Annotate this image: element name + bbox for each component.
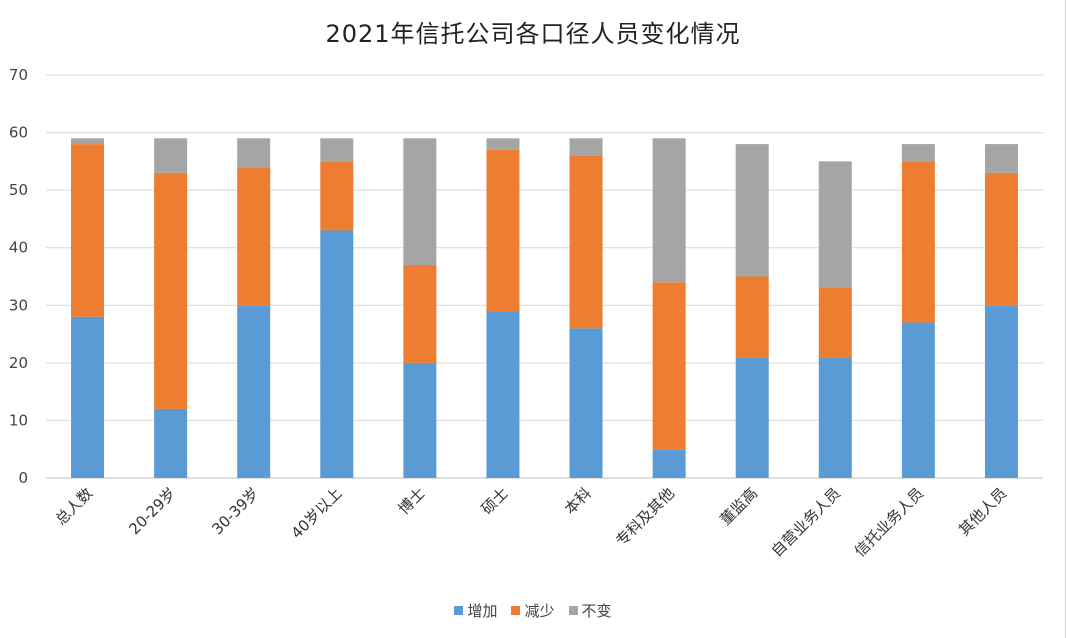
bar-segment (652, 449, 686, 478)
bar-stack (320, 138, 354, 478)
legend-swatch (454, 606, 464, 615)
bar-segment (735, 357, 769, 478)
legend: 增加 减少 不变 (0, 600, 1066, 621)
bar-segment (984, 172, 1018, 306)
x-category-label: 董监高 (716, 484, 761, 529)
chart-title: 2021年信托公司各口径人员变化情况 (325, 20, 741, 48)
x-axis-labels: 总人数 20-29岁 30-39岁 40岁以上 博士 硕士 本科 专科及其他 董监高 自营业务人员… (52, 484, 1010, 560)
bar-segment (71, 138, 105, 145)
bar-stack (735, 144, 769, 478)
y-tick-label: 20 (9, 354, 28, 372)
bar-segment (818, 161, 852, 289)
x-category-label: 30-39岁 (208, 484, 262, 538)
y-tick-label: 10 (9, 411, 28, 429)
bar-segment (901, 322, 935, 478)
bar-segment (818, 357, 852, 478)
bars (71, 138, 1018, 478)
x-category-label: 硕士 (478, 484, 512, 518)
bar-segment (320, 161, 354, 231)
legend-swatch (568, 606, 578, 615)
x-category-label: 博士 (395, 484, 429, 518)
bar-segment (652, 282, 686, 450)
bar-stack (237, 138, 271, 478)
bar-segment (569, 155, 603, 329)
x-category-label: 总人数 (52, 484, 97, 529)
bar-segment (984, 144, 1018, 173)
bar-segment (237, 305, 271, 478)
bar-segment (320, 230, 354, 478)
bar-segment (735, 144, 769, 277)
bar-segment (569, 138, 603, 156)
legend-label: 减少 (524, 602, 555, 620)
bar-segment (735, 276, 769, 358)
x-category-label: 信托业务人员 (851, 484, 927, 560)
legend-item: 增加 (454, 600, 497, 621)
bar-stack (71, 138, 105, 478)
bar-stack (569, 138, 603, 478)
bar-segment (71, 144, 105, 317)
bar-segment (237, 167, 271, 306)
bar-segment (154, 138, 188, 173)
gridlines (46, 74, 1043, 479)
bar-segment (403, 138, 437, 265)
x-category-label: 自营业务人员 (768, 484, 844, 560)
bar-segment (901, 161, 935, 323)
bar-segment (486, 138, 520, 150)
legend-swatch (511, 606, 521, 615)
bar-stack (154, 138, 188, 478)
bar-segment (154, 172, 188, 409)
bar-segment (486, 311, 520, 478)
y-tick-label: 30 (9, 296, 28, 314)
bar-stack (403, 138, 437, 478)
bar-stack (818, 161, 852, 478)
bar-segment (652, 138, 686, 283)
x-category-label: 本科 (561, 484, 595, 518)
bar-segment (901, 144, 935, 162)
bar-segment (818, 288, 852, 358)
legend-item: 不变 (568, 600, 612, 621)
bar-segment (154, 408, 188, 478)
x-category-label: 20-29岁 (125, 484, 179, 538)
bar-segment (71, 316, 105, 478)
x-category-label: 40岁以上 (288, 484, 346, 542)
bar-segment (984, 305, 1018, 478)
bar-stack (486, 138, 520, 478)
bar-stack (984, 144, 1018, 478)
bar-stack (652, 138, 686, 478)
y-tick-label: 50 (9, 181, 28, 199)
x-category-label: 其他人员 (955, 484, 1010, 539)
legend-item: 减少 (511, 600, 555, 621)
y-tick-label: 70 (9, 66, 28, 84)
bar-segment (403, 362, 437, 478)
x-category-label: 专科及其他 (612, 484, 678, 550)
bar-stack (901, 144, 935, 478)
y-tick-label: 40 (9, 239, 28, 257)
bar-segment (403, 264, 437, 363)
bar-segment (569, 328, 603, 478)
y-tick-label: 0 (18, 469, 28, 487)
legend-label: 增加 (467, 602, 498, 620)
legend-label: 不变 (581, 602, 612, 620)
bar-segment (486, 149, 520, 312)
y-axis-ticks: 0 10 20 30 40 50 60 70 (9, 66, 28, 487)
bar-segment (320, 138, 354, 162)
y-tick-label: 60 (9, 124, 28, 142)
bar-segment (237, 138, 271, 168)
